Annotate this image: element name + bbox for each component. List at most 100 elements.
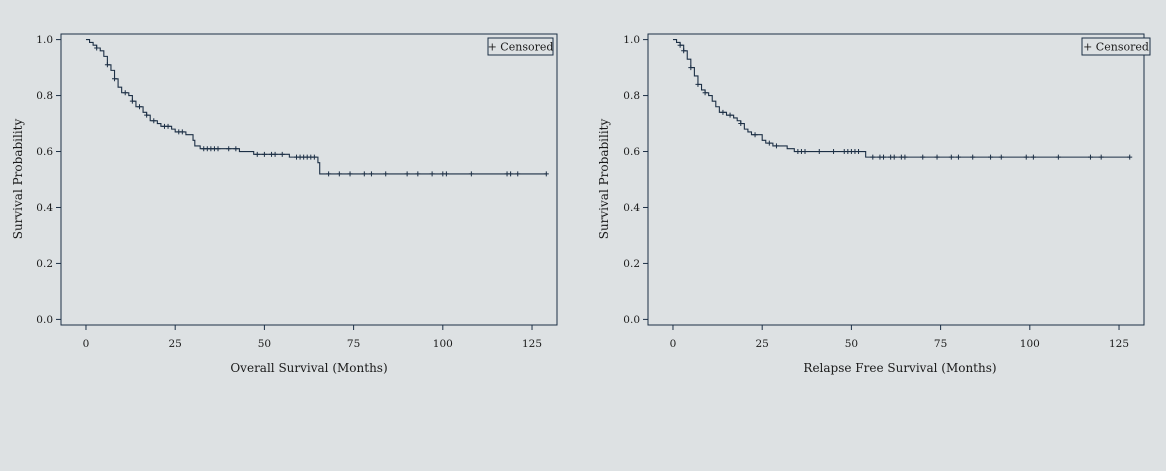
censor-mark xyxy=(279,151,285,157)
censor-mark xyxy=(429,171,435,177)
censor-mark xyxy=(112,76,118,82)
censor-mark xyxy=(129,98,135,104)
censor-mark xyxy=(1055,154,1061,160)
censor-mark xyxy=(326,171,332,177)
censor-mark xyxy=(891,154,897,160)
y-tick-label: 1.0 xyxy=(36,34,53,46)
survival-curve-group xyxy=(85,39,547,175)
censor-mark xyxy=(766,140,772,146)
x-tick-label: 25 xyxy=(755,338,768,350)
y-axis: 0.0 0.2 0.4 0.6 0.8 1.0 xyxy=(623,34,648,326)
censor-mark xyxy=(122,90,128,96)
legend-box xyxy=(487,37,554,56)
censor-mark xyxy=(543,171,549,177)
x-tick-label: 0 xyxy=(83,338,90,350)
censor-mark xyxy=(1023,154,1029,160)
censor-mark xyxy=(738,121,744,127)
censor-mark xyxy=(934,154,940,160)
censor-mark xyxy=(1030,154,1036,160)
y-axis-label: Survival Probability xyxy=(11,119,25,240)
y-tick-label: 0.0 xyxy=(36,314,53,326)
censor-mark xyxy=(137,104,143,110)
x-tick-label: 100 xyxy=(433,338,453,350)
legend-label: + Censored xyxy=(488,41,554,54)
censor-mark xyxy=(802,149,808,155)
y-tick-label: 0.6 xyxy=(36,146,53,158)
censor-mark xyxy=(920,154,926,160)
censor-mark xyxy=(727,112,733,118)
x-tick-label: 75 xyxy=(347,338,360,350)
x-axis: 0 25 50 75 100 125 xyxy=(83,325,542,350)
censor-mark xyxy=(144,112,150,118)
censor-mark xyxy=(226,146,232,152)
censor-mark xyxy=(165,123,171,129)
censor-mark xyxy=(970,154,976,160)
censor-mark xyxy=(702,90,708,96)
censor-mark xyxy=(104,62,110,68)
y-tick-label: 0.8 xyxy=(36,90,53,102)
x-tick-label: 0 xyxy=(670,338,677,350)
legend-label: + Censored xyxy=(1083,41,1149,54)
censor-marks-group xyxy=(94,45,549,177)
y-tick-label: 0.4 xyxy=(36,202,53,214)
censor-mark xyxy=(254,151,260,157)
censor-mark xyxy=(468,171,474,177)
y-axis: 0.0 0.2 0.4 0.6 0.8 1.0 xyxy=(36,34,61,326)
censor-marks-group xyxy=(677,42,1133,160)
censor-mark xyxy=(816,149,822,155)
censor-mark xyxy=(752,132,758,138)
censor-mark xyxy=(831,149,837,155)
censor-mark xyxy=(94,45,100,51)
x-tick-label: 125 xyxy=(522,338,542,350)
censor-mark xyxy=(681,48,687,54)
survival-curve xyxy=(85,39,547,175)
censor-mark xyxy=(215,146,221,152)
legend-box xyxy=(1081,37,1151,56)
censor-mark xyxy=(311,154,317,160)
censor-mark xyxy=(361,171,367,177)
censor-mark xyxy=(870,154,876,160)
censor-mark xyxy=(1087,154,1093,160)
censor-mark xyxy=(443,171,449,177)
censor-mark xyxy=(179,129,185,135)
censor-mark xyxy=(404,171,410,177)
censor-mark xyxy=(261,151,267,157)
censor-mark xyxy=(415,171,421,177)
x-axis-label: Relapse Free Survival (Months) xyxy=(803,361,996,375)
censor-mark xyxy=(902,154,908,160)
plot-frame xyxy=(647,33,1145,326)
x-tick-label: 50 xyxy=(845,338,858,350)
censor-mark xyxy=(151,118,157,124)
survival-curve-group xyxy=(672,39,1130,158)
x-tick-label: 50 xyxy=(258,338,271,350)
censor-mark xyxy=(1127,154,1133,160)
censor-mark xyxy=(773,143,779,149)
censor-mark xyxy=(720,109,726,115)
y-tick-label: 0.0 xyxy=(623,314,640,326)
y-tick-label: 0.6 xyxy=(623,146,640,158)
censor-mark xyxy=(508,171,514,177)
censor-mark xyxy=(677,42,683,48)
y-axis-label: Survival Probability xyxy=(597,119,611,240)
y-tick-label: 0.2 xyxy=(36,258,53,270)
y-tick-label: 0.4 xyxy=(623,202,640,214)
x-tick-label: 100 xyxy=(1020,338,1040,350)
censor-mark xyxy=(856,149,862,155)
y-tick-label: 0.2 xyxy=(623,258,640,270)
survival-curve xyxy=(672,39,1130,158)
x-tick-label: 25 xyxy=(168,338,181,350)
censor-mark xyxy=(515,171,521,177)
censor-mark xyxy=(233,146,239,152)
censor-mark xyxy=(948,154,954,160)
censor-mark xyxy=(1098,154,1104,160)
x-axis: 0 25 50 75 100 125 xyxy=(670,325,1129,350)
censor-mark xyxy=(988,154,994,160)
legend: + Censored xyxy=(487,37,554,56)
censor-mark xyxy=(998,154,1004,160)
censor-mark xyxy=(955,154,961,160)
x-tick-label: 125 xyxy=(1109,338,1129,350)
y-tick-label: 1.0 xyxy=(623,34,640,46)
censor-mark xyxy=(881,154,887,160)
plot-frame xyxy=(60,33,558,326)
